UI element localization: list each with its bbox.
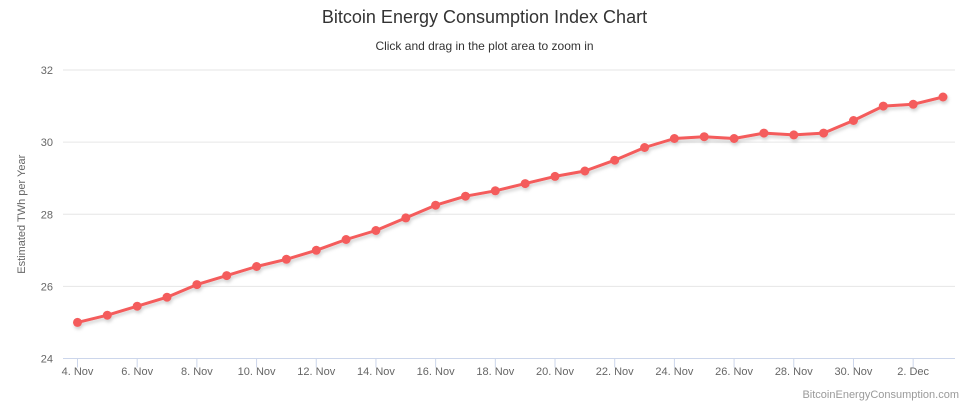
x-axis-label: 20. Nov xyxy=(536,366,574,378)
x-axis-label: 14. Nov xyxy=(357,366,395,378)
data-point[interactable] xyxy=(789,130,799,140)
data-point[interactable] xyxy=(610,155,620,165)
data-point[interactable] xyxy=(222,271,232,281)
data-point[interactable] xyxy=(908,99,918,109)
x-axis-label: 22. Nov xyxy=(596,366,634,378)
data-point[interactable] xyxy=(490,186,500,196)
data-point[interactable] xyxy=(311,245,321,255)
series-group xyxy=(73,92,948,327)
data-point[interactable] xyxy=(819,128,829,138)
data-point[interactable] xyxy=(102,310,112,320)
data-point[interactable] xyxy=(431,200,441,210)
chart-title: Bitcoin Energy Consumption Index Chart xyxy=(321,7,648,27)
data-point[interactable] xyxy=(73,317,82,327)
data-point[interactable] xyxy=(878,101,888,111)
y-axis-label: 32 xyxy=(41,65,53,77)
data-point[interactable] xyxy=(371,226,381,235)
series-line[interactable] xyxy=(76,95,945,324)
x-axis-label: 8. Nov xyxy=(181,366,213,378)
data-point[interactable] xyxy=(162,292,172,302)
data-point[interactable] xyxy=(401,213,411,223)
data-point[interactable] xyxy=(849,116,858,125)
x-axis-label: 24. Nov xyxy=(655,366,693,378)
x-axis-label: 6. Nov xyxy=(121,366,153,378)
x-axis-label: 2. Dec xyxy=(897,366,929,378)
x-axis-label: 28. Nov xyxy=(775,366,813,378)
data-point[interactable] xyxy=(132,301,142,311)
y-axis-label: 30 xyxy=(41,137,53,149)
x-axis-label: 12. Nov xyxy=(297,366,335,378)
data-point[interactable] xyxy=(252,262,262,271)
x-axis-label: 30. Nov xyxy=(835,366,873,378)
data-point[interactable] xyxy=(759,128,769,138)
chart-subtitle: Click and drag in the plot area to zoom … xyxy=(375,39,594,53)
data-point[interactable] xyxy=(520,179,530,189)
watermark-link[interactable]: BitcoinEnergyConsumption.com xyxy=(802,389,959,401)
data-point[interactable] xyxy=(580,166,590,176)
y-axis-label: 28 xyxy=(41,209,53,221)
data-point[interactable] xyxy=(550,171,560,181)
y-axis-label: 26 xyxy=(41,281,53,293)
data-point[interactable] xyxy=(699,132,709,142)
x-axis-label: 26. Nov xyxy=(715,366,753,378)
data-point[interactable] xyxy=(341,235,351,244)
y-axis-label: 24 xyxy=(41,354,53,366)
data-point[interactable] xyxy=(461,191,470,201)
x-axis-label: 4. Nov xyxy=(62,366,94,378)
y-axis-title: Estimated TWh per Year xyxy=(16,154,28,273)
plot-area[interactable] xyxy=(63,70,955,359)
x-axis-label: 10. Nov xyxy=(238,366,276,378)
data-point[interactable] xyxy=(281,254,291,264)
x-axis-label: 18. Nov xyxy=(476,366,514,378)
data-point[interactable] xyxy=(669,134,679,143)
data-point[interactable] xyxy=(192,280,202,290)
data-point[interactable] xyxy=(729,134,739,143)
data-point[interactable] xyxy=(640,143,650,152)
x-axis-label: 16. Nov xyxy=(417,366,455,378)
data-point[interactable] xyxy=(938,92,948,102)
